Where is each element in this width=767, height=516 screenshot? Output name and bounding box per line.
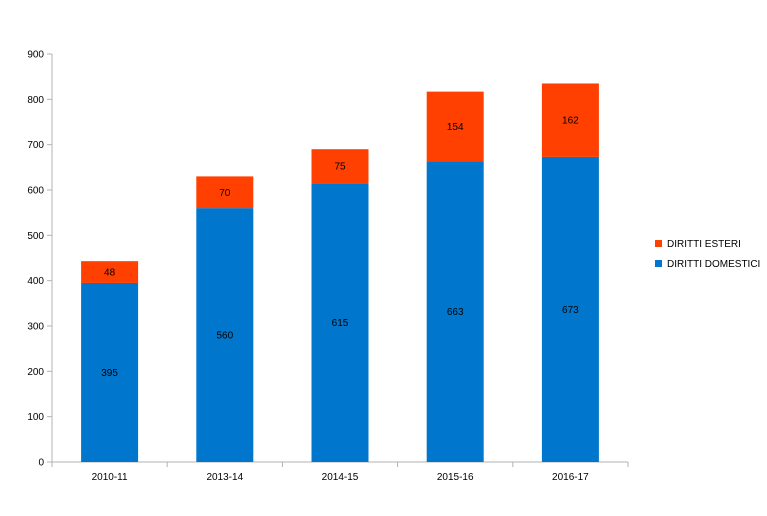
x-tick-label: 2013-14 (206, 472, 243, 483)
y-tick-label: 300 (27, 322, 44, 333)
data-label: 673 (562, 305, 579, 316)
x-tick-label: 2016-17 (552, 472, 589, 483)
x-tick-label: 2014-15 (322, 472, 359, 483)
legend-label: DIRITTI DOMESTICI (667, 259, 760, 270)
x-tick-label: 2015-16 (437, 472, 474, 483)
y-tick-label: 600 (27, 186, 44, 197)
bar-segment-esteri (541, 83, 599, 157)
y-tick-label: 700 (27, 140, 44, 151)
data-label: 75 (334, 162, 346, 173)
legend-swatch-esteri (655, 240, 662, 247)
data-label: 560 (216, 331, 233, 342)
y-tick-label: 0 (38, 458, 44, 469)
bar-segment-domestici (426, 161, 484, 462)
legend-swatch-domestici (655, 260, 662, 267)
y-tick-label: 900 (27, 50, 44, 61)
bar-segment-esteri (196, 176, 254, 209)
y-tick-label: 200 (27, 367, 44, 378)
x-tick-label: 2010-11 (92, 472, 128, 483)
bar-segment-esteri (81, 261, 139, 283)
bar-segment-domestici (311, 183, 369, 462)
data-label: 162 (562, 116, 579, 127)
bar-segment-domestici (196, 208, 254, 462)
y-tick-label: 100 (27, 412, 44, 423)
legend: DIRITTI ESTERI DIRITTI DOMESTICI (655, 239, 760, 270)
y-tick-label: 800 (27, 95, 44, 106)
bars (81, 83, 599, 462)
bar-segment-esteri (311, 149, 369, 184)
legend-label: DIRITTI ESTERI (667, 239, 741, 250)
bar-segment-domestici (541, 156, 599, 462)
y-tick-label: 500 (27, 231, 44, 242)
data-label: 395 (101, 368, 118, 379)
data-label: 48 (104, 268, 116, 279)
bar-segment-esteri (426, 91, 484, 162)
data-label: 615 (332, 318, 349, 329)
data-labels: 395 48 560 70 615 75 663 154 673 162 (101, 116, 579, 379)
axes: 0 100 200 300 400 500 600 700 800 900 2010-11 2013-… (27, 50, 629, 483)
data-label: 70 (219, 188, 231, 199)
bar-segment-domestici (81, 282, 139, 462)
y-tick-label: 400 (27, 276, 44, 287)
data-label: 663 (447, 307, 464, 318)
data-label: 154 (447, 122, 464, 133)
